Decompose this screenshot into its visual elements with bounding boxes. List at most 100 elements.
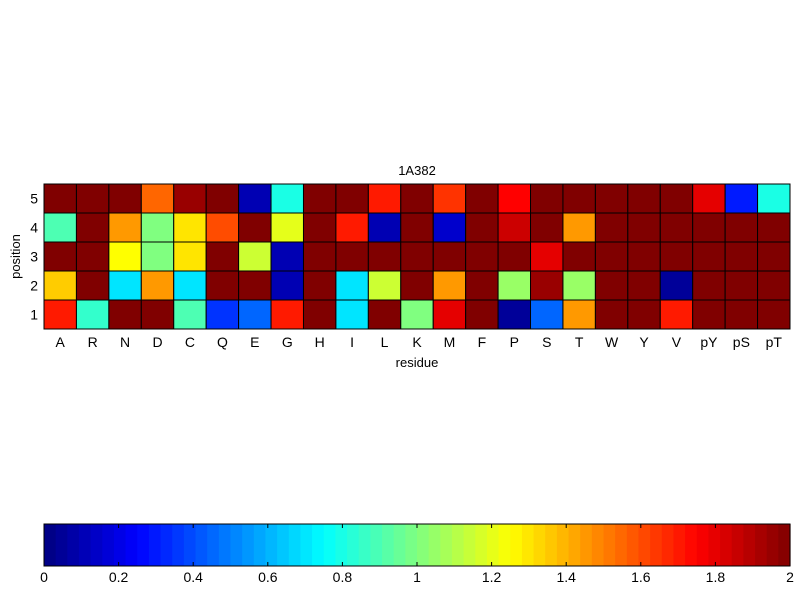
- heatmap-cell: [302, 299, 337, 330]
- heatmap-cell: [302, 183, 337, 214]
- colorbar-swatch: [603, 524, 616, 566]
- y-axis-label: position: [8, 234, 23, 279]
- colorbar-swatch: [405, 524, 418, 566]
- colorbar-swatch: [347, 524, 360, 566]
- heatmap-cell: [497, 212, 532, 243]
- heatmap-cell: [562, 270, 596, 301]
- heatmap-cell: [43, 183, 77, 214]
- colorbar-swatch: [638, 524, 651, 566]
- colorbar-swatch: [102, 524, 115, 566]
- colorbar-swatch: [358, 524, 371, 566]
- heatmap-cell: [497, 241, 532, 272]
- colorbar-swatch: [440, 524, 453, 566]
- heatmap-cell: [659, 270, 694, 301]
- heatmap-cells: [43, 183, 791, 330]
- heatmap-cell: [205, 241, 240, 272]
- heatmap-cell: [465, 299, 499, 330]
- heatmap-cell: [530, 241, 564, 272]
- heatmap-cell: [205, 183, 240, 214]
- colorbar-swatch: [393, 524, 406, 566]
- heatmap-cell: [335, 299, 369, 330]
- colorbar-swatch: [160, 524, 173, 566]
- colorbar-swatch: [172, 524, 185, 566]
- colorbar-tick-label: 1.6: [631, 569, 651, 585]
- colorbar-swatch: [183, 524, 197, 566]
- heatmap-cell: [205, 270, 240, 301]
- y-tick-label: 3: [30, 249, 38, 265]
- heatmap-cell: [530, 212, 564, 243]
- heatmap-cell: [140, 270, 175, 301]
- heatmap-cell: [692, 299, 726, 330]
- heatmap-frame: [43, 183, 791, 330]
- heatmap-cell: [562, 212, 596, 243]
- colorbar-tick-label: 0.4: [183, 569, 203, 585]
- x-axis-label: residue: [396, 355, 439, 370]
- colorbar-tick-label: 0: [40, 569, 48, 585]
- colorbar-swatch: [67, 524, 80, 566]
- heatmap-cell: [75, 270, 110, 301]
- heatmap-cell: [75, 183, 110, 214]
- heatmap-cell: [432, 299, 467, 330]
- heatmap-cell: [173, 183, 207, 214]
- colorbar-swatch: [685, 524, 698, 566]
- heatmap-cell: [43, 212, 77, 243]
- x-tick-label: L: [381, 334, 389, 350]
- heatmap-cell: [367, 183, 402, 214]
- heatmap-cell: [692, 270, 726, 301]
- colorbar-swatch: [382, 524, 395, 566]
- colorbar-swatch: [253, 524, 267, 566]
- heatmap-cell: [465, 241, 499, 272]
- heatmap-cell: [108, 270, 142, 301]
- colorbar-swatch: [323, 524, 337, 566]
- heatmap-cell: [659, 183, 694, 214]
- heatmap-cell: [757, 270, 791, 301]
- heatmap-cell: [724, 212, 759, 243]
- colorbar-swatch: [743, 524, 756, 566]
- heatmap-cell: [270, 183, 304, 214]
- colorbar-swatch: [661, 524, 675, 566]
- heatmap-cell: [724, 183, 759, 214]
- colorbar-tick-label: 0.6: [258, 569, 278, 585]
- heatmap-cell: [659, 241, 694, 272]
- heatmap-cell: [108, 241, 142, 272]
- heatmap-cell: [43, 241, 77, 272]
- heatmap-cell: [562, 241, 596, 272]
- heatmap-cell: [432, 241, 467, 272]
- heatmap-cell: [238, 299, 272, 330]
- colorbar-swatch: [428, 524, 441, 566]
- colorbar-swatch: [451, 524, 465, 566]
- x-tick-label: P: [510, 334, 519, 350]
- colorbar-swatch: [370, 524, 383, 566]
- heatmap-cell: [238, 270, 272, 301]
- colorbar-tick-label: 1.4: [556, 569, 576, 585]
- x-tick-label: H: [315, 334, 325, 350]
- colorbar-swatch: [626, 524, 640, 566]
- heatmap-cell: [400, 212, 434, 243]
- heatmap-cell: [205, 212, 240, 243]
- heatmap-cell: [562, 183, 596, 214]
- heatmap-cell: [757, 241, 791, 272]
- colorbar-swatch: [137, 524, 150, 566]
- colorbar-tick-label: 0.8: [333, 569, 353, 585]
- colorbar-swatch: [475, 524, 488, 566]
- heatmap-cell: [400, 241, 434, 272]
- heatmap-cell: [530, 270, 564, 301]
- heatmap-cell: [335, 183, 369, 214]
- heatmap-cell: [627, 212, 661, 243]
- x-tick-label: D: [152, 334, 162, 350]
- x-tick-label: F: [478, 334, 487, 350]
- heatmap-cell: [724, 270, 759, 301]
- heatmap-cell: [530, 183, 564, 214]
- heatmap-cell: [43, 299, 77, 330]
- heatmap-cell: [757, 299, 791, 330]
- colorbar-tick-label: 1.2: [482, 569, 502, 585]
- heatmap-cell: [400, 183, 434, 214]
- colorbar-swatch: [78, 524, 92, 566]
- colorbar-swatch: [673, 524, 686, 566]
- colorbar-swatch: [242, 524, 255, 566]
- x-tick-label: I: [350, 334, 354, 350]
- x-tick-label: G: [282, 334, 293, 350]
- x-tick-label: R: [88, 334, 98, 350]
